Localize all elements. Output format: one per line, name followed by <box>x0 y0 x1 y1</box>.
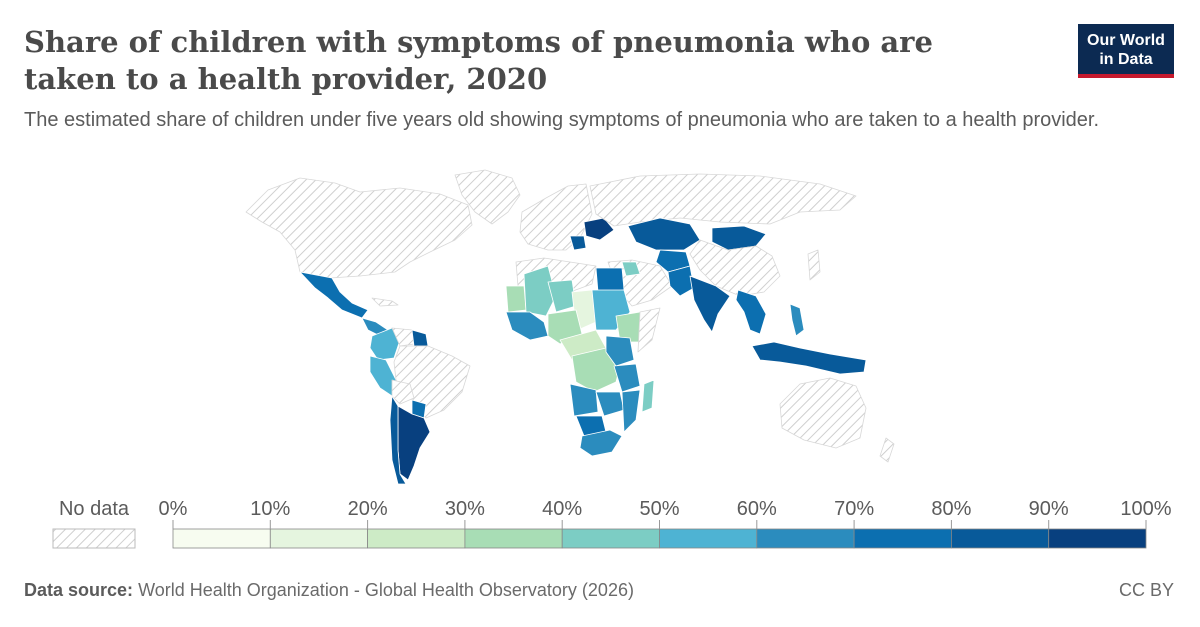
region-caribbean[interactable] <box>371 297 399 307</box>
legend-tick-label-2: 20% <box>348 498 388 520</box>
region-somalia[interactable] <box>637 307 661 353</box>
region-greenland[interactable] <box>454 169 521 225</box>
region-russia[interactable] <box>589 173 857 227</box>
legend-tick-label-0: 0% <box>159 498 188 520</box>
region-indonesia[interactable] <box>751 341 867 375</box>
region-guyana[interactable] <box>411 329 429 347</box>
legend-tick-label-8: 80% <box>931 498 971 520</box>
region-pakistan[interactable] <box>667 265 695 297</box>
legend-tick-label-end: 100% <box>1120 498 1171 520</box>
legend-bin-2[interactable] <box>367 528 466 549</box>
legend-bin-1[interactable] <box>269 528 368 549</box>
map-regions <box>245 169 895 485</box>
legend-tick-label-1: 10% <box>250 498 290 520</box>
region-china[interactable] <box>689 239 781 297</box>
region-southeast-asia[interactable] <box>735 289 767 335</box>
legend-bin-9[interactable] <box>1048 528 1147 549</box>
license-link[interactable]: CC BY <box>1118 580 1174 600</box>
region-south-africa[interactable] <box>579 429 623 457</box>
region-new-zealand[interactable] <box>879 437 895 463</box>
owid-logo[interactable]: Our World in Data <box>1078 24 1174 78</box>
logo-line-1: Our World <box>1087 32 1165 49</box>
region-north-america[interactable] <box>245 177 473 279</box>
region-india[interactable] <box>689 275 731 333</box>
region-kenya-uganda[interactable] <box>605 335 635 367</box>
legend-tick-label-5: 50% <box>639 498 679 520</box>
region-ukraine[interactable] <box>583 217 615 241</box>
region-tanzania[interactable] <box>613 363 641 393</box>
legend-bin-4[interactable] <box>561 528 660 549</box>
region-kazakhstan[interactable] <box>627 217 701 251</box>
legend-tick-label-3: 30% <box>445 498 485 520</box>
region-mauritania[interactable] <box>505 285 527 313</box>
source-label: Data source: <box>24 580 134 600</box>
region-mali[interactable] <box>523 265 557 317</box>
region-philippines[interactable] <box>789 303 805 337</box>
legend-no-data-swatch[interactable] <box>52 528 136 549</box>
legend-tick-label-4: 40% <box>542 498 582 520</box>
chart-title: Share of children with symptoms of pneum… <box>24 25 933 96</box>
region-chile[interactable] <box>389 395 407 485</box>
legend-bin-6[interactable] <box>756 528 855 549</box>
world-map[interactable] <box>0 160 1200 490</box>
footer-source: Data source: World Health Organization -… <box>24 580 634 601</box>
source-text: World Health Organization - Global Healt… <box>138 580 634 600</box>
region-bolivia[interactable] <box>391 379 415 405</box>
region-brazil[interactable] <box>393 345 471 419</box>
region-iraq[interactable] <box>621 261 641 277</box>
region-japan[interactable] <box>807 249 821 281</box>
region-australia[interactable] <box>779 377 867 449</box>
legend-no-data-label: No data <box>59 498 130 520</box>
region-mongolia[interactable] <box>711 225 767 251</box>
region-angola[interactable] <box>569 383 599 417</box>
region-west-africa-coast[interactable] <box>505 311 549 341</box>
legend-bin-3[interactable] <box>464 528 563 549</box>
region-madagascar[interactable] <box>641 379 655 413</box>
region-egypt[interactable] <box>595 267 625 293</box>
region-mexico[interactable] <box>299 271 369 319</box>
legend-bin-0[interactable] <box>172 528 271 549</box>
legend-tick-label-7: 70% <box>834 498 874 520</box>
legend-tick-label-6: 60% <box>737 498 777 520</box>
region-mozambique[interactable] <box>621 389 641 433</box>
region-zambia[interactable] <box>595 391 625 417</box>
legend-bin-7[interactable] <box>853 528 952 549</box>
logo-line-2: in Data <box>1099 51 1153 68</box>
legend-tick-label-9: 90% <box>1029 498 1069 520</box>
legend-bin-8[interactable] <box>951 528 1050 549</box>
legend: No data 0% 10% 20% 30% 40% 50% 60% 70% 80% 90% 100% <box>52 498 1172 549</box>
legend-bin-5[interactable] <box>659 528 758 549</box>
region-balkans[interactable] <box>569 235 587 251</box>
region-niger[interactable] <box>547 279 577 313</box>
chart-subtitle: The estimated share of children under fi… <box>24 109 1100 131</box>
